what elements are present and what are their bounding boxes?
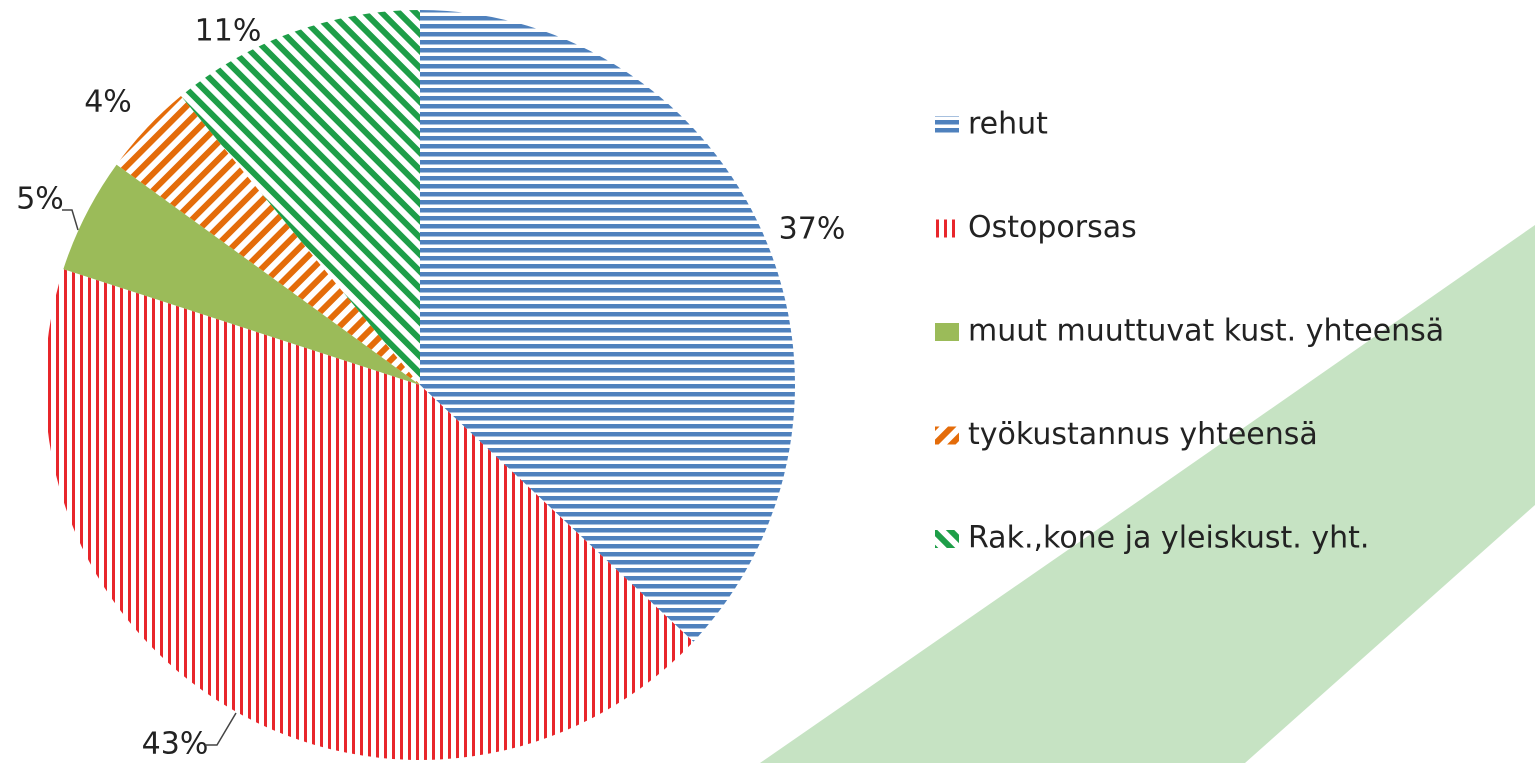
legend-label: muut muuttuvat kust. yhteensä (968, 314, 1444, 349)
legend-label: Rak.,kone ja yleiskust. yht. (968, 521, 1369, 556)
legend-label: Ostoporsas (968, 210, 1137, 245)
pie-slice (420, 10, 795, 642)
legend-label: työkustannus yhteensä (968, 417, 1318, 452)
background-swoosh (760, 225, 1535, 763)
legend-swatch (935, 530, 959, 548)
legend-swatch (935, 323, 959, 341)
legend-swatch (935, 426, 959, 445)
pie-slice (45, 269, 694, 760)
legend-label: rehut (968, 107, 1048, 142)
leader-line (205, 712, 237, 746)
data-label: 37% (779, 212, 846, 247)
data-label: 5% (16, 182, 64, 217)
data-label: 43% (142, 727, 209, 762)
data-label: 11% (195, 14, 262, 49)
pie-slice (180, 10, 420, 385)
pie-slice (63, 164, 420, 385)
legend-swatch (935, 219, 959, 238)
leader-line (62, 209, 79, 231)
pie-slice (116, 96, 421, 386)
data-label: 4% (84, 85, 132, 120)
legend-swatch (935, 116, 959, 134)
